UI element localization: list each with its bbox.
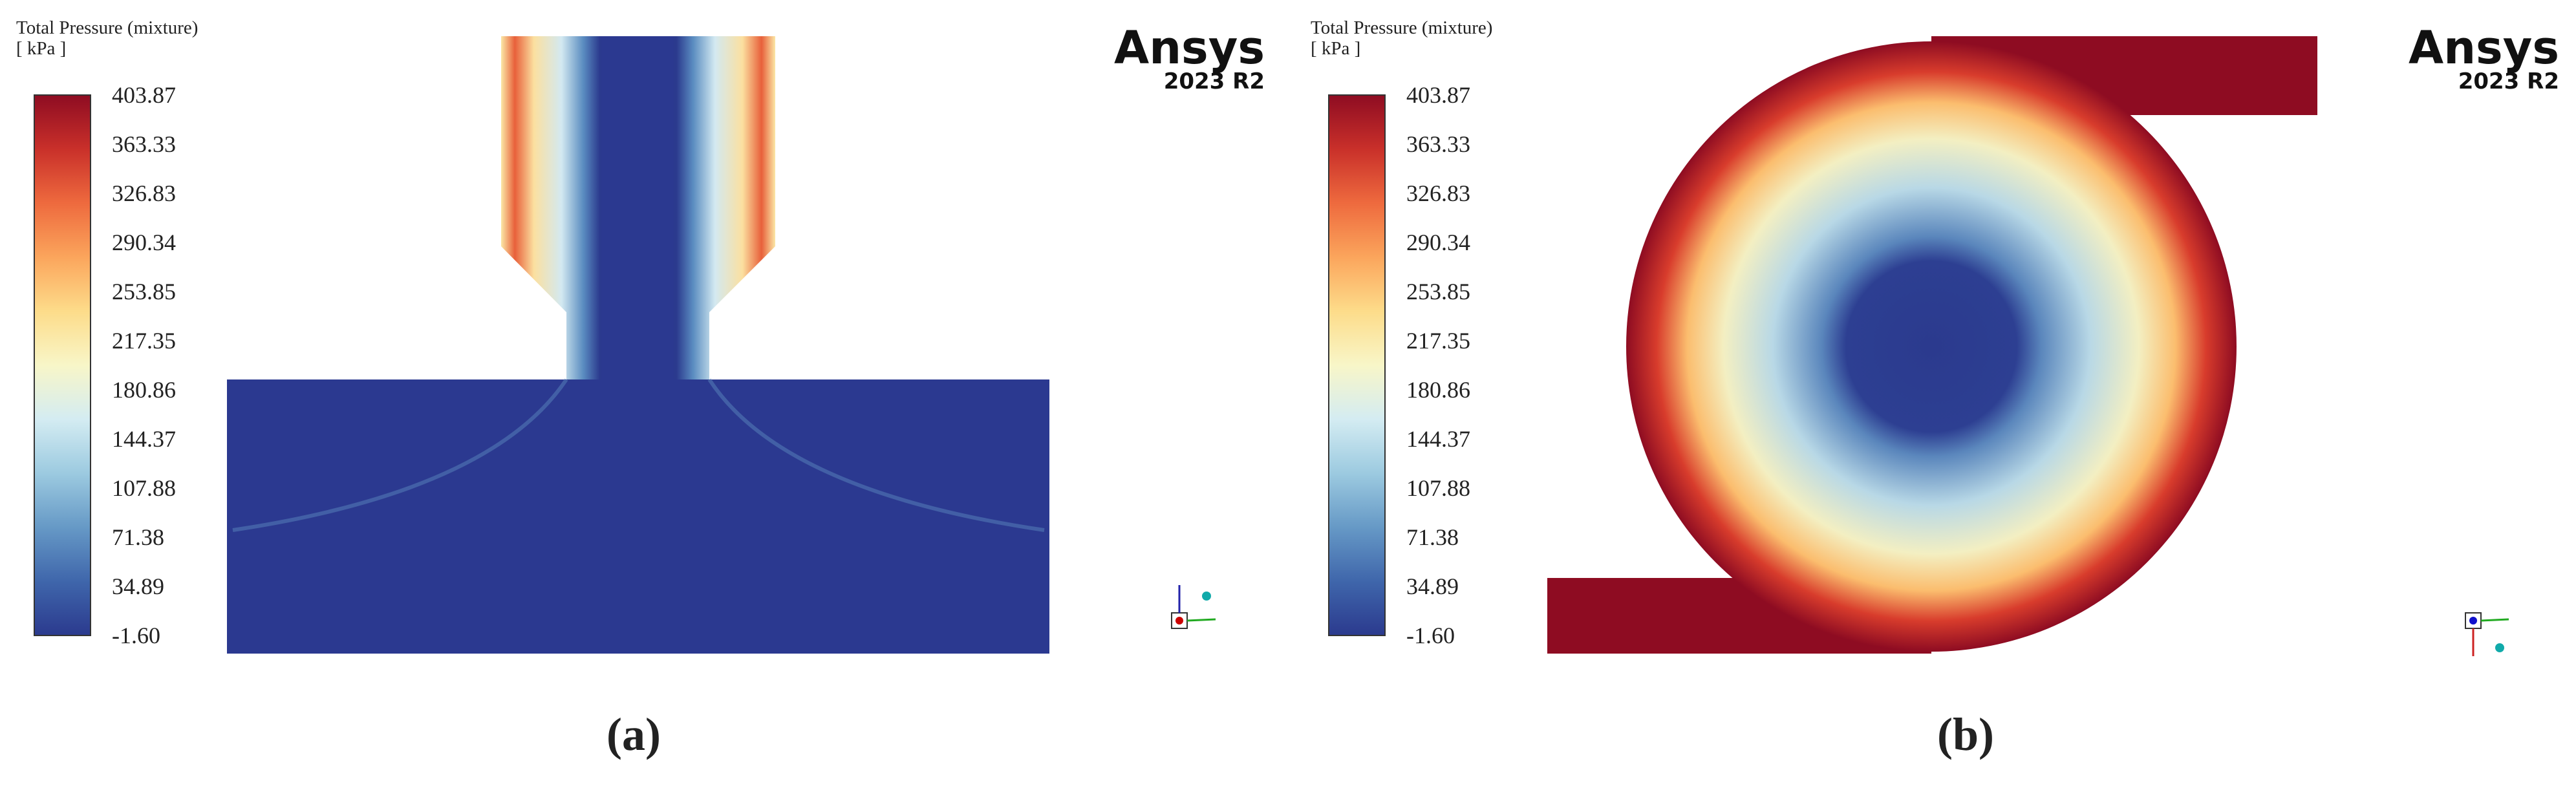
colorbar-tick-label: -1.60	[112, 623, 160, 648]
logo-brand: Ansys	[1114, 21, 1265, 74]
axis-triad	[1171, 585, 2509, 656]
colorbar-tick-label: 71.38	[1406, 524, 1459, 550]
colorbar-tick-label: 403.87	[1406, 82, 1470, 108]
colorbar-tick-label: 290.34	[112, 230, 176, 255]
panel-label: (b)	[1937, 709, 1994, 760]
panel-label: (a)	[606, 709, 661, 760]
colorbar-tick-label: 217.35	[112, 328, 176, 354]
contour-a	[227, 36, 1049, 654]
colorbar-tick-label: 107.88	[112, 475, 176, 501]
legend-title: Total Pressure (mixture)	[16, 17, 198, 38]
legend-title: Total Pressure (mixture)	[1311, 17, 1492, 38]
contour-b	[1547, 36, 2317, 654]
colorbar	[1328, 94, 1386, 636]
colorbar-tick-label: 34.89	[1406, 573, 1459, 599]
colorbar-tick-label: 144.37	[112, 426, 176, 452]
colorbar	[34, 94, 91, 636]
colorbar-tick-label: 34.89	[112, 573, 164, 599]
logo-version: 2023 R2	[2458, 69, 2559, 94]
logo-brand: Ansys	[2409, 21, 2559, 74]
colorbar-tick-label: 71.38	[112, 524, 164, 550]
colorbar-tick-label: 144.37	[1406, 426, 1470, 452]
logo-version: 2023 R2	[1164, 69, 1265, 94]
colorbar-tick-label: -1.60	[1406, 623, 1455, 648]
legend-unit: [ kPa ]	[1311, 38, 1360, 59]
colorbar-tick-label: 290.34	[1406, 230, 1470, 255]
colorbar-tick-label: 253.85	[112, 279, 176, 304]
colorbar-tick-label: 253.85	[1406, 279, 1470, 304]
colorbar-tick-label: 326.83	[1406, 180, 1470, 206]
colorbar-tick-label: 180.86	[1406, 377, 1470, 403]
colorbar-tick-label: 180.86	[112, 377, 176, 403]
colorbar-tick-label: 363.33	[112, 131, 176, 157]
legend-unit: [ kPa ]	[16, 38, 66, 59]
colorbar-tick-label: 326.83	[112, 180, 176, 206]
colorbar-tick-label: 403.87	[112, 82, 176, 108]
colorbar-tick-label: 217.35	[1406, 328, 1470, 354]
colorbar-tick-label: 107.88	[1406, 475, 1470, 501]
colorbar-tick-label: 363.33	[1406, 131, 1470, 157]
